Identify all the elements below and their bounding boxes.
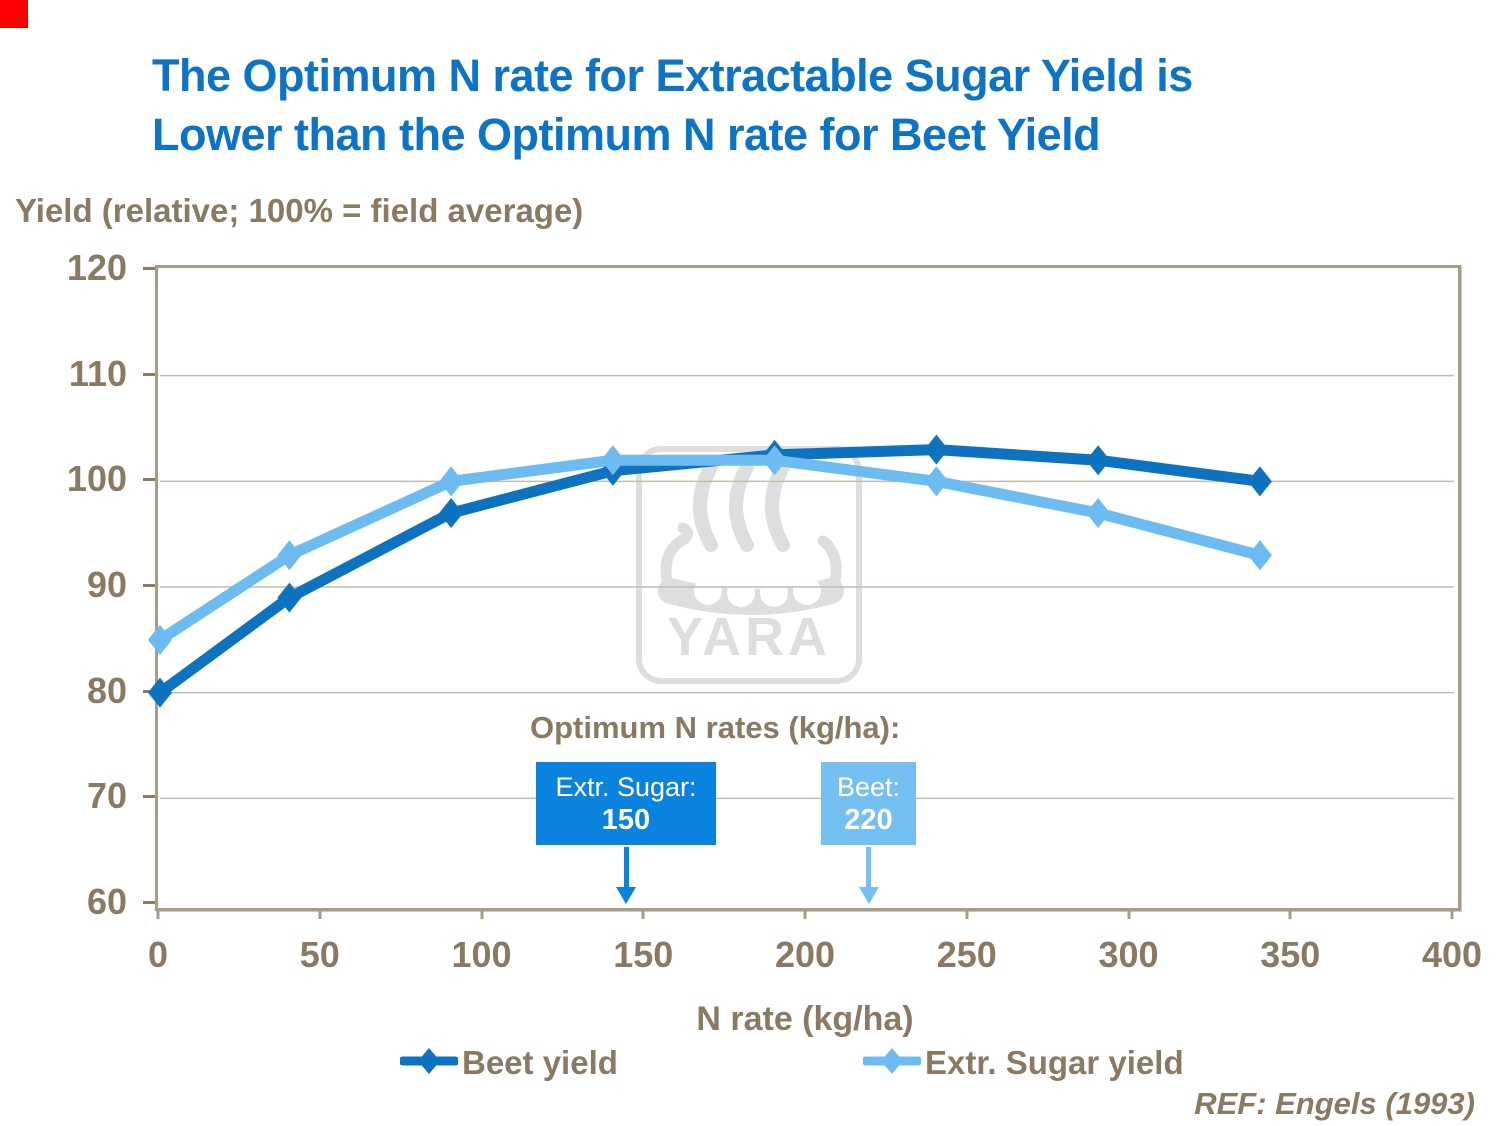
chart-plot-area: YARA xyxy=(148,265,1461,911)
x-tick-mark xyxy=(803,908,807,919)
y-tick-label: 70 xyxy=(86,775,127,817)
y-tick-label: 120 xyxy=(66,247,127,288)
reference-citation: REF: Engels (1993) xyxy=(1194,1086,1475,1121)
y-tick-mark xyxy=(143,795,156,799)
optimum-n-rates-heading: Optimum N rates (kg/ha): xyxy=(530,710,901,745)
y-tick-label: 90 xyxy=(86,564,127,605)
x-tick-label: 50 xyxy=(299,934,340,975)
sugar-data-point xyxy=(277,540,302,571)
x-axis-tick-marks xyxy=(156,908,1454,920)
y-tick-label: 80 xyxy=(86,669,127,711)
x-tick-mark xyxy=(318,908,322,919)
beet-yield-line xyxy=(154,444,1266,699)
x-tick-mark xyxy=(1127,908,1130,919)
slide-title-line1: The Optimum N rate for Extractable Sugar… xyxy=(152,50,1193,101)
x-tick-mark xyxy=(641,908,645,919)
x-axis-title: N rate (kg/ha) xyxy=(696,1000,914,1038)
x-tick-label: 100 xyxy=(451,934,512,975)
beet-data-point xyxy=(1086,445,1111,476)
yara-watermark: YARA xyxy=(636,446,862,684)
beet-down-arrow-icon xyxy=(858,887,879,904)
extr-sugar-annotation-label: Extr. Sugar: xyxy=(555,771,697,802)
y-axis-tick-marks xyxy=(0,265,160,905)
slide-title-line2: Lower than the Optimum N rate for Beet Y… xyxy=(152,109,1101,160)
red-accent-square xyxy=(0,0,28,28)
sugar-data-point xyxy=(762,445,787,476)
x-tick-mark xyxy=(156,908,160,919)
y-tick-label: 60 xyxy=(86,881,127,922)
y-axis-tick-labels: 120 110 100 90 80 70 60 xyxy=(0,248,127,922)
slide-title: The Optimum N rate for Extractable Sugar… xyxy=(152,46,1432,164)
beet-annotation-value: 220 xyxy=(844,803,893,836)
beet-data-point xyxy=(148,677,172,708)
extr-sugar-down-arrow-icon xyxy=(616,887,636,904)
extr-sugar-annotation-box: Extr. Sugar: 150 xyxy=(536,762,716,845)
legend-item-beet: Beet yield xyxy=(398,1044,618,1082)
sugar-data-point xyxy=(600,445,625,476)
x-tick-mark xyxy=(480,908,483,919)
y-tick-mark xyxy=(143,478,156,482)
x-tick-mark xyxy=(965,908,969,919)
x-tick-label: 0 xyxy=(147,934,169,975)
sugar-data-point xyxy=(924,466,949,497)
x-tick-mark xyxy=(1288,908,1292,919)
beet-annotation-label: Beet: xyxy=(836,771,901,802)
y-tick-mark xyxy=(143,901,156,904)
sugar-data-point xyxy=(439,466,464,497)
beet-data-point xyxy=(924,434,949,465)
x-tick-label: 350 xyxy=(1260,934,1321,975)
legend-label-beet: Beet yield xyxy=(462,1044,618,1081)
y-axis-title: Yield (relative; 100% = field average) xyxy=(15,192,584,229)
x-tick-label: 150 xyxy=(613,934,674,975)
y-tick-mark xyxy=(143,372,156,376)
x-axis-tick-labels: 0 50 100 150 200 250 300 350 400 xyxy=(148,934,1482,978)
sugar-line-marker-icon xyxy=(861,1046,923,1081)
y-tick-label: 110 xyxy=(68,352,127,394)
x-tick-label: 250 xyxy=(936,934,997,975)
x-tick-label: 400 xyxy=(1421,934,1483,975)
extr-sugar-annotation-value: 150 xyxy=(601,803,651,836)
x-tick-label: 200 xyxy=(774,934,836,975)
sugar-data-point xyxy=(1086,498,1111,529)
beet-down-arrow-icon xyxy=(866,847,871,889)
chart-plot-inner: YARA xyxy=(148,270,1454,904)
yara-watermark-text: YARA xyxy=(667,607,831,667)
beet-data-point xyxy=(277,582,302,613)
extr-sugar-down-arrow-icon xyxy=(623,847,629,889)
yara-logo-icon xyxy=(636,446,862,684)
x-tick-label: 300 xyxy=(1098,934,1159,975)
beet-data-point xyxy=(1247,466,1272,497)
beet-data-point xyxy=(439,498,464,529)
y-tick-mark xyxy=(143,267,156,270)
sugar-yield-line xyxy=(154,454,1266,646)
beet-annotation-box: Beet: 220 xyxy=(821,762,916,845)
x-tick-mark xyxy=(1450,908,1454,919)
legend-label-sugar: Extr. Sugar yield xyxy=(925,1044,1184,1081)
y-tick-label: 100 xyxy=(66,458,127,500)
beet-line-marker-icon xyxy=(398,1046,460,1081)
sugar-data-point xyxy=(148,624,172,655)
sugar-data-point xyxy=(1247,540,1272,571)
legend-item-sugar: Extr. Sugar yield xyxy=(861,1044,1184,1082)
chart-series xyxy=(148,374,1454,800)
y-tick-mark xyxy=(143,584,156,587)
